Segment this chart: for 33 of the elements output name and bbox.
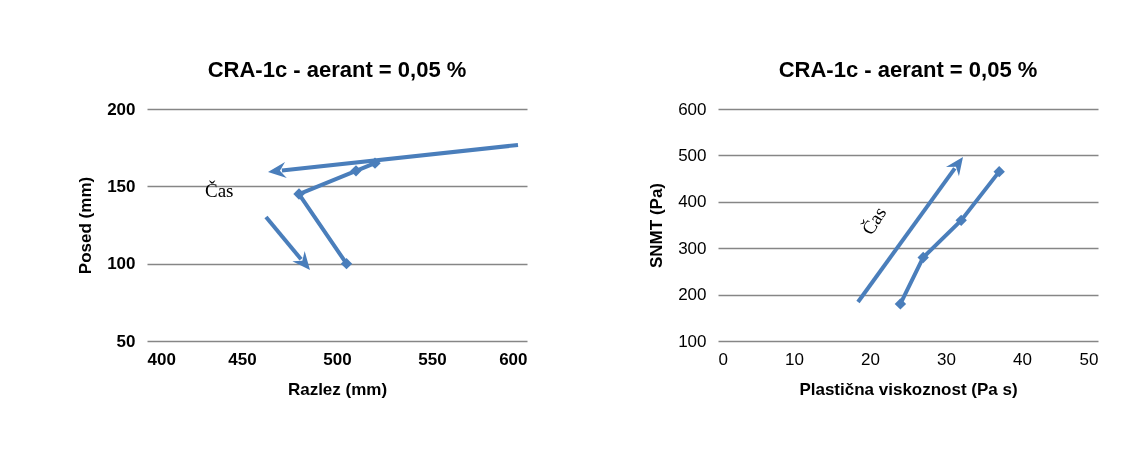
x-tick-label: 400 (147, 349, 176, 369)
y-tick-label: 200 (107, 99, 136, 119)
x-tick-label: 0 (718, 349, 728, 369)
x-axis-title: Razlez (mm) (287, 379, 388, 399)
annotation: Čas (205, 180, 234, 202)
chart-title: CRA-1c - aerant = 0,05 % (207, 57, 467, 82)
x-tick-label: 30 (937, 349, 956, 369)
point (894, 298, 907, 310)
x-tick-label: 600 (499, 349, 528, 369)
y-tick-label: 400 (678, 192, 707, 212)
x-tick-label: 40 (1013, 349, 1032, 369)
x-tick-label: 50 (1079, 349, 1099, 369)
y-tick-label: 150 (107, 176, 136, 196)
y-tick-label: 200 (678, 285, 707, 305)
chart-title: CRA-1c - aerant = 0,05 % (778, 57, 1038, 82)
point (993, 165, 1005, 178)
x-tick-label: 450 (228, 349, 257, 369)
point (917, 251, 929, 264)
y-axis-title: SNMT (Pa) (647, 183, 667, 268)
y-tick-label: 100 (678, 331, 707, 351)
y-axis-title: Posed (mm) (76, 176, 96, 275)
annotation: Čas (857, 203, 892, 239)
x-tick-label: 500 (323, 349, 352, 369)
x-tick-label: 550 (418, 349, 447, 369)
y-tick-label: 100 (107, 254, 136, 274)
x-tick-label: 20 (861, 349, 880, 369)
point (955, 214, 967, 227)
y-tick-label: 50 (116, 331, 136, 351)
y-tick-label: 500 (678, 145, 707, 165)
x-axis-title: Plastična viskoznost (Pa s) (799, 379, 1018, 399)
y-tick-label: 300 (678, 238, 707, 258)
y-tick-label: 600 (678, 99, 707, 119)
x-tick-label: 10 (785, 349, 804, 369)
